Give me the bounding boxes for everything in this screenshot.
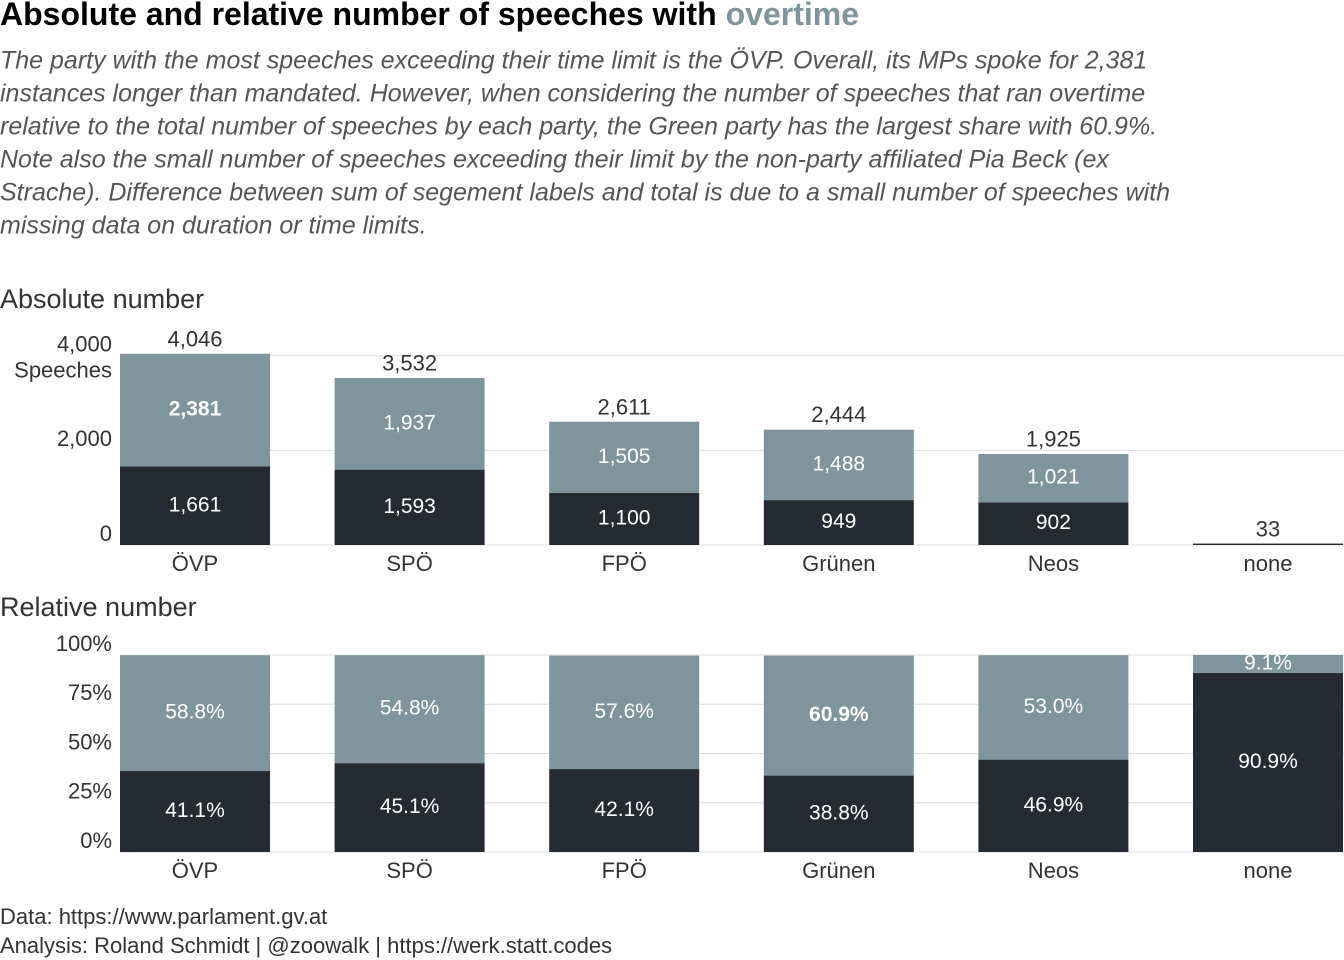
x-tick-label: none bbox=[1244, 551, 1293, 576]
value-label: 902 bbox=[1036, 511, 1071, 534]
x-tick-label: FPÖ bbox=[602, 551, 647, 576]
subtitle-line: Note also the small number of speeches e… bbox=[0, 146, 1110, 174]
subtitle-line: The party with the most speeches exceedi… bbox=[0, 47, 1147, 75]
y-tick-label: 25% bbox=[68, 779, 112, 804]
bar-segment bbox=[549, 492, 700, 545]
bar-segment bbox=[1193, 672, 1343, 852]
value-label: 2,381 bbox=[169, 398, 222, 421]
total-label: 1,925 bbox=[1026, 427, 1081, 452]
bar-segment bbox=[763, 500, 914, 545]
total-label: 33 bbox=[1256, 516, 1280, 541]
bar-segment bbox=[334, 763, 485, 852]
caption-line: Analysis: Roland Schmidt | @zoowalk | ht… bbox=[0, 933, 612, 958]
value-label: 9.1% bbox=[1244, 652, 1292, 675]
total-label: 4,046 bbox=[167, 326, 222, 351]
total-label: 2,444 bbox=[811, 402, 866, 427]
bar-segment bbox=[334, 377, 485, 470]
value-label: 90.9% bbox=[1238, 750, 1298, 773]
y-axis-label: Speeches bbox=[14, 358, 112, 383]
value-label: 60.9% bbox=[809, 703, 869, 726]
value-label: 46.9% bbox=[1024, 793, 1084, 816]
x-tick-label: SPÖ bbox=[386, 551, 432, 576]
total-label: 3,532 bbox=[382, 351, 437, 376]
value-label: 53.0% bbox=[1024, 695, 1084, 718]
value-label: 949 bbox=[821, 510, 856, 533]
y-tick-label: 0 bbox=[100, 521, 112, 546]
bar-segment bbox=[120, 771, 270, 852]
x-tick-label: Grünen bbox=[802, 551, 875, 576]
bar-segment bbox=[763, 429, 914, 501]
bar-segment bbox=[763, 775, 914, 852]
value-label: 1,661 bbox=[169, 493, 222, 516]
value-label: 1,593 bbox=[383, 495, 436, 518]
value-label: 45.1% bbox=[380, 795, 440, 818]
value-label: 1,937 bbox=[383, 411, 436, 434]
caption-line: Data: https://www.parlament.gv.at bbox=[0, 904, 327, 929]
value-label: 1,021 bbox=[1027, 466, 1080, 489]
subtitle-line: missing data on duration or time limits. bbox=[0, 212, 427, 240]
y-tick-label: 4,000 bbox=[57, 332, 112, 357]
title-highlight: overtime bbox=[726, 0, 859, 32]
x-tick-label: Grünen bbox=[802, 858, 875, 883]
bar-segment bbox=[549, 769, 700, 852]
value-label: 57.6% bbox=[594, 700, 654, 723]
value-label: 58.8% bbox=[165, 701, 225, 724]
bar-segment bbox=[978, 502, 1129, 545]
bar-segment bbox=[763, 655, 914, 776]
bar-segment bbox=[978, 655, 1129, 760]
bar-segment bbox=[334, 469, 485, 545]
x-tick-label: none bbox=[1244, 858, 1293, 883]
x-tick-label: Neos bbox=[1028, 858, 1079, 883]
bar-segment bbox=[1193, 655, 1343, 673]
bar-segment bbox=[120, 353, 270, 467]
x-tick-label: ÖVP bbox=[172, 858, 218, 883]
title-text: Absolute and relative number of speeches… bbox=[0, 0, 717, 32]
value-label: 1,505 bbox=[598, 445, 651, 468]
value-label: 38.8% bbox=[809, 801, 869, 824]
bar-segment bbox=[120, 655, 270, 772]
panel-title: Absolute number bbox=[0, 284, 204, 314]
subtitle-line: instances longer than mandated. However,… bbox=[0, 80, 1145, 108]
y-tick-label: 0% bbox=[80, 828, 112, 853]
subtitle-line: relative to the total number of speeches… bbox=[0, 113, 1157, 141]
subtitle-line: Strache). Difference between sum of sege… bbox=[0, 179, 1170, 207]
bar-segment bbox=[978, 759, 1129, 852]
value-label: 41.1% bbox=[165, 799, 225, 822]
bar-segment bbox=[120, 466, 270, 545]
x-tick-label: SPÖ bbox=[386, 858, 432, 883]
value-label: 54.8% bbox=[380, 697, 440, 720]
bar-segment bbox=[978, 454, 1129, 503]
value-label: 1,100 bbox=[598, 507, 651, 530]
bar-segment bbox=[549, 421, 700, 493]
bar-segment bbox=[1193, 543, 1343, 545]
bar-segment bbox=[549, 655, 700, 770]
value-label: 42.1% bbox=[594, 798, 654, 821]
total-label: 2,611 bbox=[597, 394, 650, 419]
x-tick-label: Neos bbox=[1028, 551, 1079, 576]
y-tick-label: 50% bbox=[68, 729, 112, 754]
bar-segment bbox=[334, 655, 485, 764]
y-tick-label: 75% bbox=[68, 680, 112, 705]
y-tick-label: 2,000 bbox=[57, 426, 112, 451]
x-tick-label: FPÖ bbox=[602, 858, 647, 883]
value-label: 1,488 bbox=[813, 452, 866, 475]
panel-title: Relative number bbox=[0, 592, 197, 622]
title: Absolute and relative number of speeches… bbox=[0, 0, 859, 32]
x-tick-label: ÖVP bbox=[172, 551, 218, 576]
y-tick-label: 100% bbox=[56, 631, 112, 656]
